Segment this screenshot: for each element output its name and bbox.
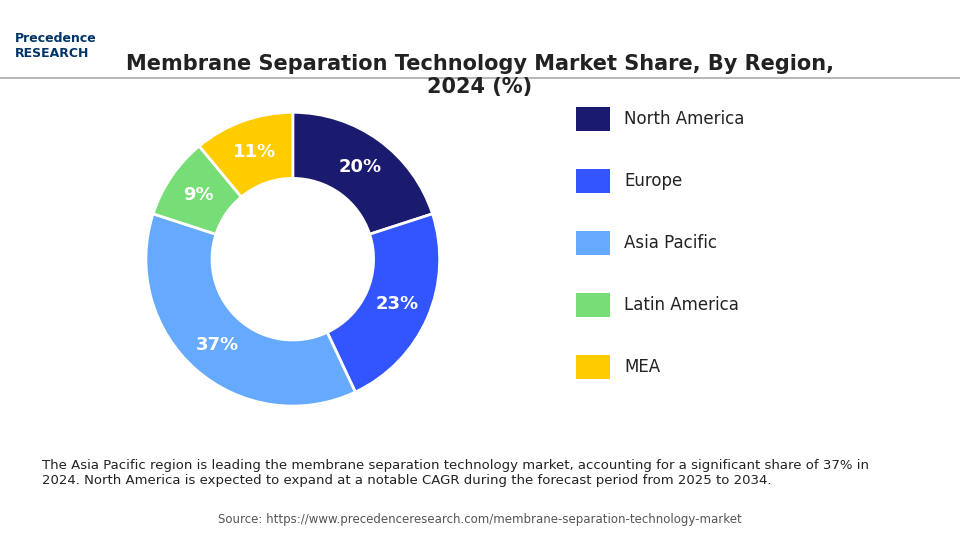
Text: Membrane Separation Technology Market Share, By Region,
2024 (%): Membrane Separation Technology Market Sh… xyxy=(126,54,834,97)
Text: MEA: MEA xyxy=(624,358,660,376)
Text: Precedence
RESEARCH: Precedence RESEARCH xyxy=(14,32,96,60)
Wedge shape xyxy=(199,112,293,197)
Text: 11%: 11% xyxy=(232,143,276,161)
Wedge shape xyxy=(293,112,433,234)
Wedge shape xyxy=(146,214,355,406)
Text: 23%: 23% xyxy=(375,295,419,313)
Text: 20%: 20% xyxy=(338,158,381,176)
Text: Asia Pacific: Asia Pacific xyxy=(624,234,717,252)
Text: The Asia Pacific region is leading the membrane separation technology market, ac: The Asia Pacific region is leading the m… xyxy=(42,460,870,488)
Text: Europe: Europe xyxy=(624,172,683,190)
Wedge shape xyxy=(327,214,440,392)
Text: Source: https://www.precedenceresearch.com/membrane-separation-technology-market: Source: https://www.precedenceresearch.c… xyxy=(218,514,742,526)
Text: Latin America: Latin America xyxy=(624,296,739,314)
Wedge shape xyxy=(153,146,241,234)
Text: 9%: 9% xyxy=(183,186,214,204)
Text: North America: North America xyxy=(624,110,744,128)
Text: 37%: 37% xyxy=(196,335,239,354)
